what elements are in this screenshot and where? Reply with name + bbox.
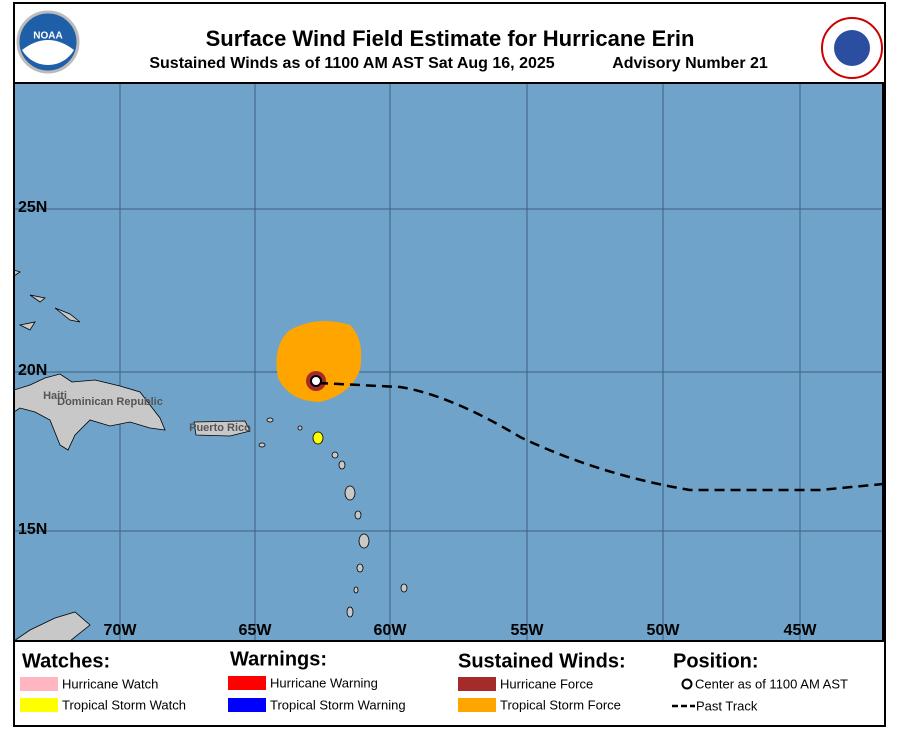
noaa-logo: NOAA [16,10,80,74]
longitude-label: 70W [104,622,138,639]
swatch [20,677,58,691]
latitude-label: 20N [18,362,47,379]
longitude-label: 45W [784,622,818,639]
place-label: Dominican Republic [57,396,163,408]
legend-item: Tropical Storm Force [500,697,621,712]
venezuela [14,611,91,641]
place-label: Puerto Rico [189,422,251,434]
svg-text:NOAA: NOAA [33,31,62,42]
swatch [20,698,58,712]
longitude-label: 65W [239,622,273,639]
swatch [228,676,266,690]
longitude-label: 60W [374,622,408,639]
legend-item: Hurricane Warning [270,675,378,690]
nws-logo [821,17,883,79]
latitude-label: 25N [18,199,47,216]
longitude-label: 55W [511,622,545,639]
legend-item: Tropical Storm Warning [270,697,406,712]
place-label: Haiti [43,390,67,402]
legend-item: Tropical Storm Watch [62,697,186,712]
legend-item: Hurricane Watch [62,676,158,691]
title: Surface Wind Field Estimate for Hurrican… [206,26,695,51]
lesser-antilles [258,417,408,618]
legend-title: Watches: [22,650,110,672]
tropical-storm-force-field [276,321,362,402]
subtitle: Sustained Winds as of 1100 AM AST Sat Au… [149,55,554,72]
longitude-label: 50W [647,622,681,639]
swatch [458,677,496,691]
swatch [681,678,693,690]
legend-item: Past Track [696,698,758,713]
legend-item: Center as of 1100 AM AST [695,676,848,691]
legend-title: Warnings: [230,648,327,670]
puerto-rico [193,420,251,437]
hispaniola [14,373,166,451]
legend-title: Sustained Winds: [458,650,626,672]
swatch [228,698,266,712]
swatch [458,698,496,712]
past-track [317,381,883,492]
legend: Watches: Hurricane Watch Tropical Storm … [20,648,848,713]
cuba-tip [14,269,81,331]
legend-item: Hurricane Force [500,676,593,691]
advisory: Advisory Number 21 [612,55,768,72]
legend-title: Position: [673,650,759,672]
map: Haiti Dominican Republic Puerto Rico 25N… [13,82,884,642]
latitude-label: 15N [18,521,47,538]
storm-center [310,375,322,387]
